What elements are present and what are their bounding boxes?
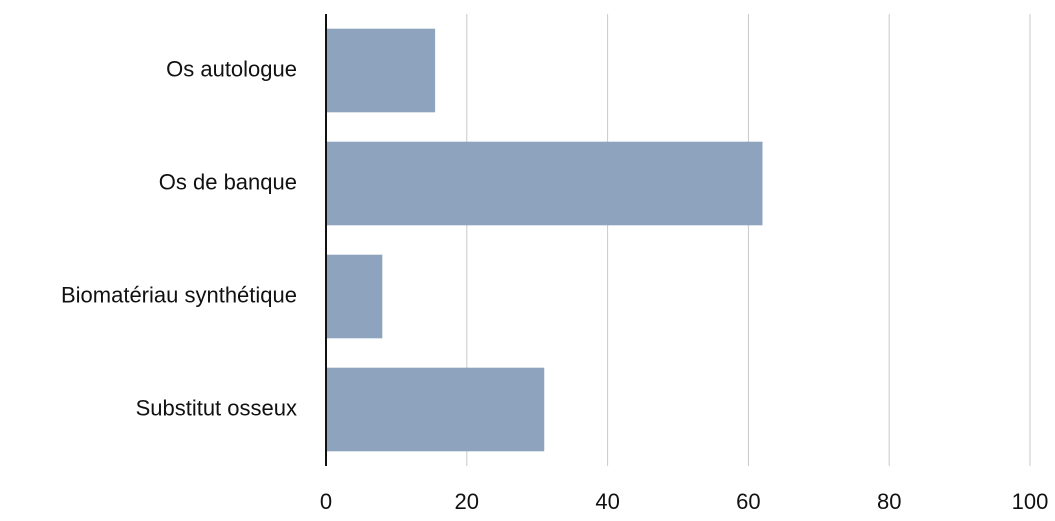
category-label-3: Substitut osseux [136,395,297,420]
labels: Os autologue Os de banque Biomatériau synt… [61,56,1048,514]
bar-0 [326,28,436,113]
x-tick-label-20: 20 [455,489,479,514]
grid-lines [466,14,1031,466]
x-tick-label-80: 80 [877,489,901,514]
x-tick-label-40: 40 [595,489,619,514]
category-label-1: Os de banque [159,169,297,194]
category-label-2: Biomatériau synthétique [61,282,297,307]
bar-3 [326,367,545,452]
category-label-0: Os autologue [166,56,297,81]
x-tick-label-60: 60 [736,489,760,514]
bar-1 [326,141,763,226]
x-tick-label-0: 0 [320,489,332,514]
bar-2 [326,254,383,339]
bars [326,28,763,452]
x-tick-label-100: 100 [1012,489,1049,514]
